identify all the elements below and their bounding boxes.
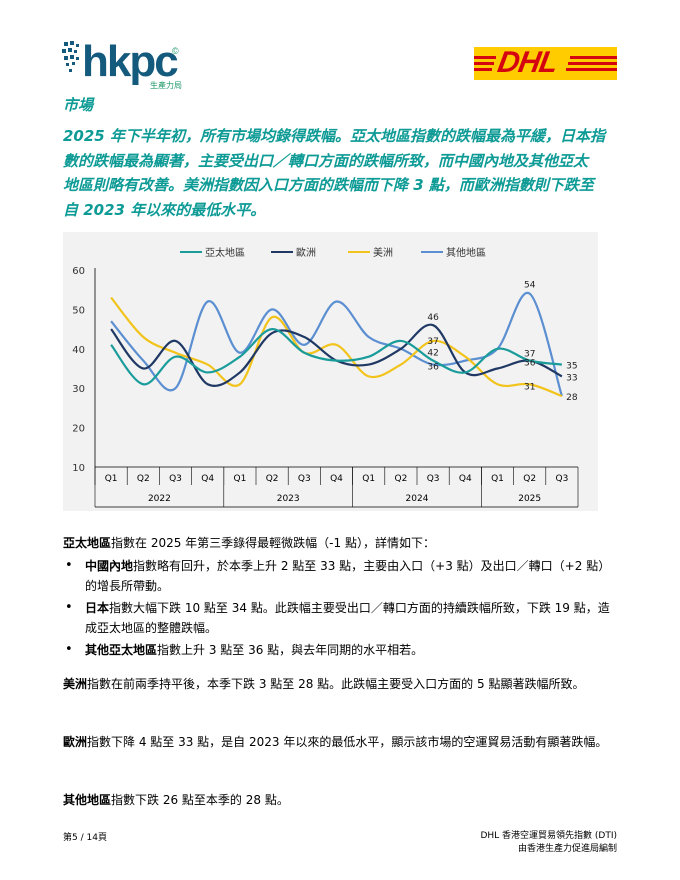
year-label: 2023 xyxy=(277,494,300,504)
bullet-label: 日本 xyxy=(85,601,110,615)
data-label: 42 xyxy=(427,349,438,359)
intro-line: 2025 年下半年初，所有市場均錄得跌幅。亞太地區指數的跌幅最為平緩，日本指 xyxy=(63,127,605,145)
data-label: 28 xyxy=(566,393,578,403)
series-line xyxy=(110,328,563,386)
x-tick-label: Q1 xyxy=(362,474,375,484)
dhl-logo-text: DHL xyxy=(495,47,560,79)
index-line-chart: 亞太地區 歐洲 美洲 其他地區 10 20 30 40 50 60 Q1 Q2 Q3 Q4 Q1 Q2 Q3 Q4… xyxy=(63,232,598,511)
intro-paragraph: 2025 年下半年初，所有市場均錄得跌幅。亞太地區指數的跌幅最為平緩，日本指 數… xyxy=(63,124,619,222)
year-label: 2022 xyxy=(148,494,171,504)
intro-line: 自 2023 年以來的最低水平。 xyxy=(63,200,266,219)
americas-paragraph: 美洲指數在前兩季持平後，本季下跌 3 點至 28 點。此跌幅主要受入口方面的 5… xyxy=(63,674,619,694)
x-tick-label: Q2 xyxy=(266,474,279,484)
series-line xyxy=(110,323,563,387)
europe-text: 指數下降 4 點至 33 點，是自 2023 年以來的最低水平，顯示該市場的空運… xyxy=(87,735,608,749)
y-tick-label: 20 xyxy=(72,424,85,435)
others-paragraph: 其他地區指數下跌 26 點至本季的 28 點。 xyxy=(63,790,619,810)
section-title: 市場 xyxy=(63,96,94,114)
data-label: 36 xyxy=(427,363,439,373)
legend-label: 其他地區 xyxy=(446,246,486,259)
page-suffix: / 14頁 xyxy=(77,833,107,843)
data-label: 46 xyxy=(427,313,439,323)
list-item: 日本指數大幅下跌 10 點至 34 點。此跌幅主要受出口／轉口方面的持續跌幅所致… xyxy=(63,598,619,638)
data-label: 36 xyxy=(524,359,536,369)
others-text: 指數下跌 26 點至本季的 28 點。 xyxy=(111,793,289,807)
y-tick-label: 10 xyxy=(72,463,85,474)
hkpc-logo-text: hkpc xyxy=(82,37,179,86)
hkpc-logo: hkpc © 生產力局 xyxy=(62,40,192,90)
asia-pacific-heading: 亞太地區 xyxy=(63,536,112,550)
bullet-text: 指數上升 3 點至 36 點，與去年同期的水平相若。 xyxy=(157,643,424,657)
europe-heading: 歐洲 xyxy=(63,735,88,749)
page-number-value: 5 xyxy=(72,833,78,843)
x-tick-label: Q3 xyxy=(427,474,440,484)
x-tick-label: Q3 xyxy=(555,474,568,484)
americas-text: 指數在前兩季持平後，本季下跌 3 點至 28 點。此跌幅主要受入口方面的 5 點… xyxy=(87,677,585,691)
x-tick-label: Q1 xyxy=(491,474,504,484)
list-item: 中國內地指數略有回升，於本季上升 2 點至 33 點，主要由入口（+3 點）及出… xyxy=(63,556,619,596)
list-item: 其他亞太地區指數上升 3 點至 36 點，與去年同期的水平相若。 xyxy=(63,640,619,660)
hkpc-registered-mark: © xyxy=(172,46,179,56)
bullet-text: 指數大幅下跌 10 點至 34 點。此跌幅主要受出口／轉口方面的持續跌幅所致，下… xyxy=(85,601,610,635)
bullet-label: 其他亞太地區 xyxy=(85,643,158,657)
year-label: 2024 xyxy=(406,494,429,504)
x-tick-label: Q1 xyxy=(105,474,118,484)
x-tick-label: Q2 xyxy=(523,474,536,484)
intro-line: 數的跌幅最為顯著，主要受出口／轉口方面的跌幅所致，而中國內地及其他亞太 xyxy=(63,151,589,170)
x-tick-label: Q1 xyxy=(233,474,246,484)
legend-label: 歐洲 xyxy=(296,246,316,259)
data-label: 31 xyxy=(524,382,535,392)
legend-label: 亞太地區 xyxy=(205,246,245,259)
hkpc-logo-subtitle: 生產力局 xyxy=(150,81,182,90)
y-tick-label: 50 xyxy=(72,305,85,316)
x-tick-label: Q4 xyxy=(201,474,214,484)
x-tick-label: Q2 xyxy=(394,474,407,484)
x-tick-label: Q2 xyxy=(137,474,150,484)
footer-credit: DHL 香港空運貿易領先指數 (DTI) 由香港生產力促進局編制 xyxy=(480,830,617,856)
x-tick-label: Q4 xyxy=(459,474,472,484)
y-tick-label: 60 xyxy=(72,266,85,277)
footer-publisher: 由香港生產力促進局編制 xyxy=(517,844,617,854)
dhl-logo: DHL xyxy=(474,47,617,80)
americas-heading: 美洲 xyxy=(63,677,88,691)
data-label: 37 xyxy=(427,337,438,347)
data-label: 54 xyxy=(524,281,536,291)
bullet-text: 指數略有回升，於本季上升 2 點至 33 點，主要由入口（+3 點）及出口／轉口… xyxy=(85,559,611,593)
chart-svg: 亞太地區 歐洲 美洲 其他地區 10 20 30 40 50 60 Q1 Q2 Q3 Q4 Q1 Q2 Q3 Q4… xyxy=(72,246,579,508)
asia-pacific-bullets: 中國內地指數略有回升，於本季上升 2 點至 33 點，主要由入口（+3 點）及出… xyxy=(63,556,619,662)
x-tick-label: Q3 xyxy=(298,474,311,484)
legend-label: 美洲 xyxy=(373,246,393,259)
data-label: 33 xyxy=(566,373,577,383)
others-heading: 其他地區 xyxy=(63,793,112,807)
series-line xyxy=(110,296,563,398)
year-label: 2025 xyxy=(518,494,541,504)
asia-pacific-text: 指數在 2025 年第三季錄得最輕微跌幅（-1 點），詳情如下： xyxy=(111,536,435,550)
data-label: 37 xyxy=(524,350,535,360)
hkpc-dots-icon xyxy=(62,41,79,72)
y-tick-label: 40 xyxy=(72,345,85,356)
page-prefix: 第 xyxy=(63,833,73,843)
x-tick-label: Q3 xyxy=(169,474,182,484)
europe-paragraph: 歐洲指數下降 4 點至 33 點，是自 2023 年以來的最低水平，顯示該市場的… xyxy=(63,732,619,752)
bullet-label: 中國內地 xyxy=(85,559,134,573)
intro-line: 地區則略有改善。美洲指數因入口方面的跌幅而下降 3 點，而歐洲指數則下跌至 xyxy=(63,176,594,194)
y-tick-label: 30 xyxy=(72,384,85,395)
page-number: 第5 / 14頁 xyxy=(63,830,107,843)
footer-title: DHL 香港空運貿易領先指數 (DTI) xyxy=(480,831,617,841)
x-tick-label: Q4 xyxy=(330,474,343,484)
data-label: 35 xyxy=(566,362,577,372)
asia-pacific-intro: 亞太地區指數在 2025 年第三季錄得最輕微跌幅（-1 點），詳情如下： xyxy=(63,533,619,553)
